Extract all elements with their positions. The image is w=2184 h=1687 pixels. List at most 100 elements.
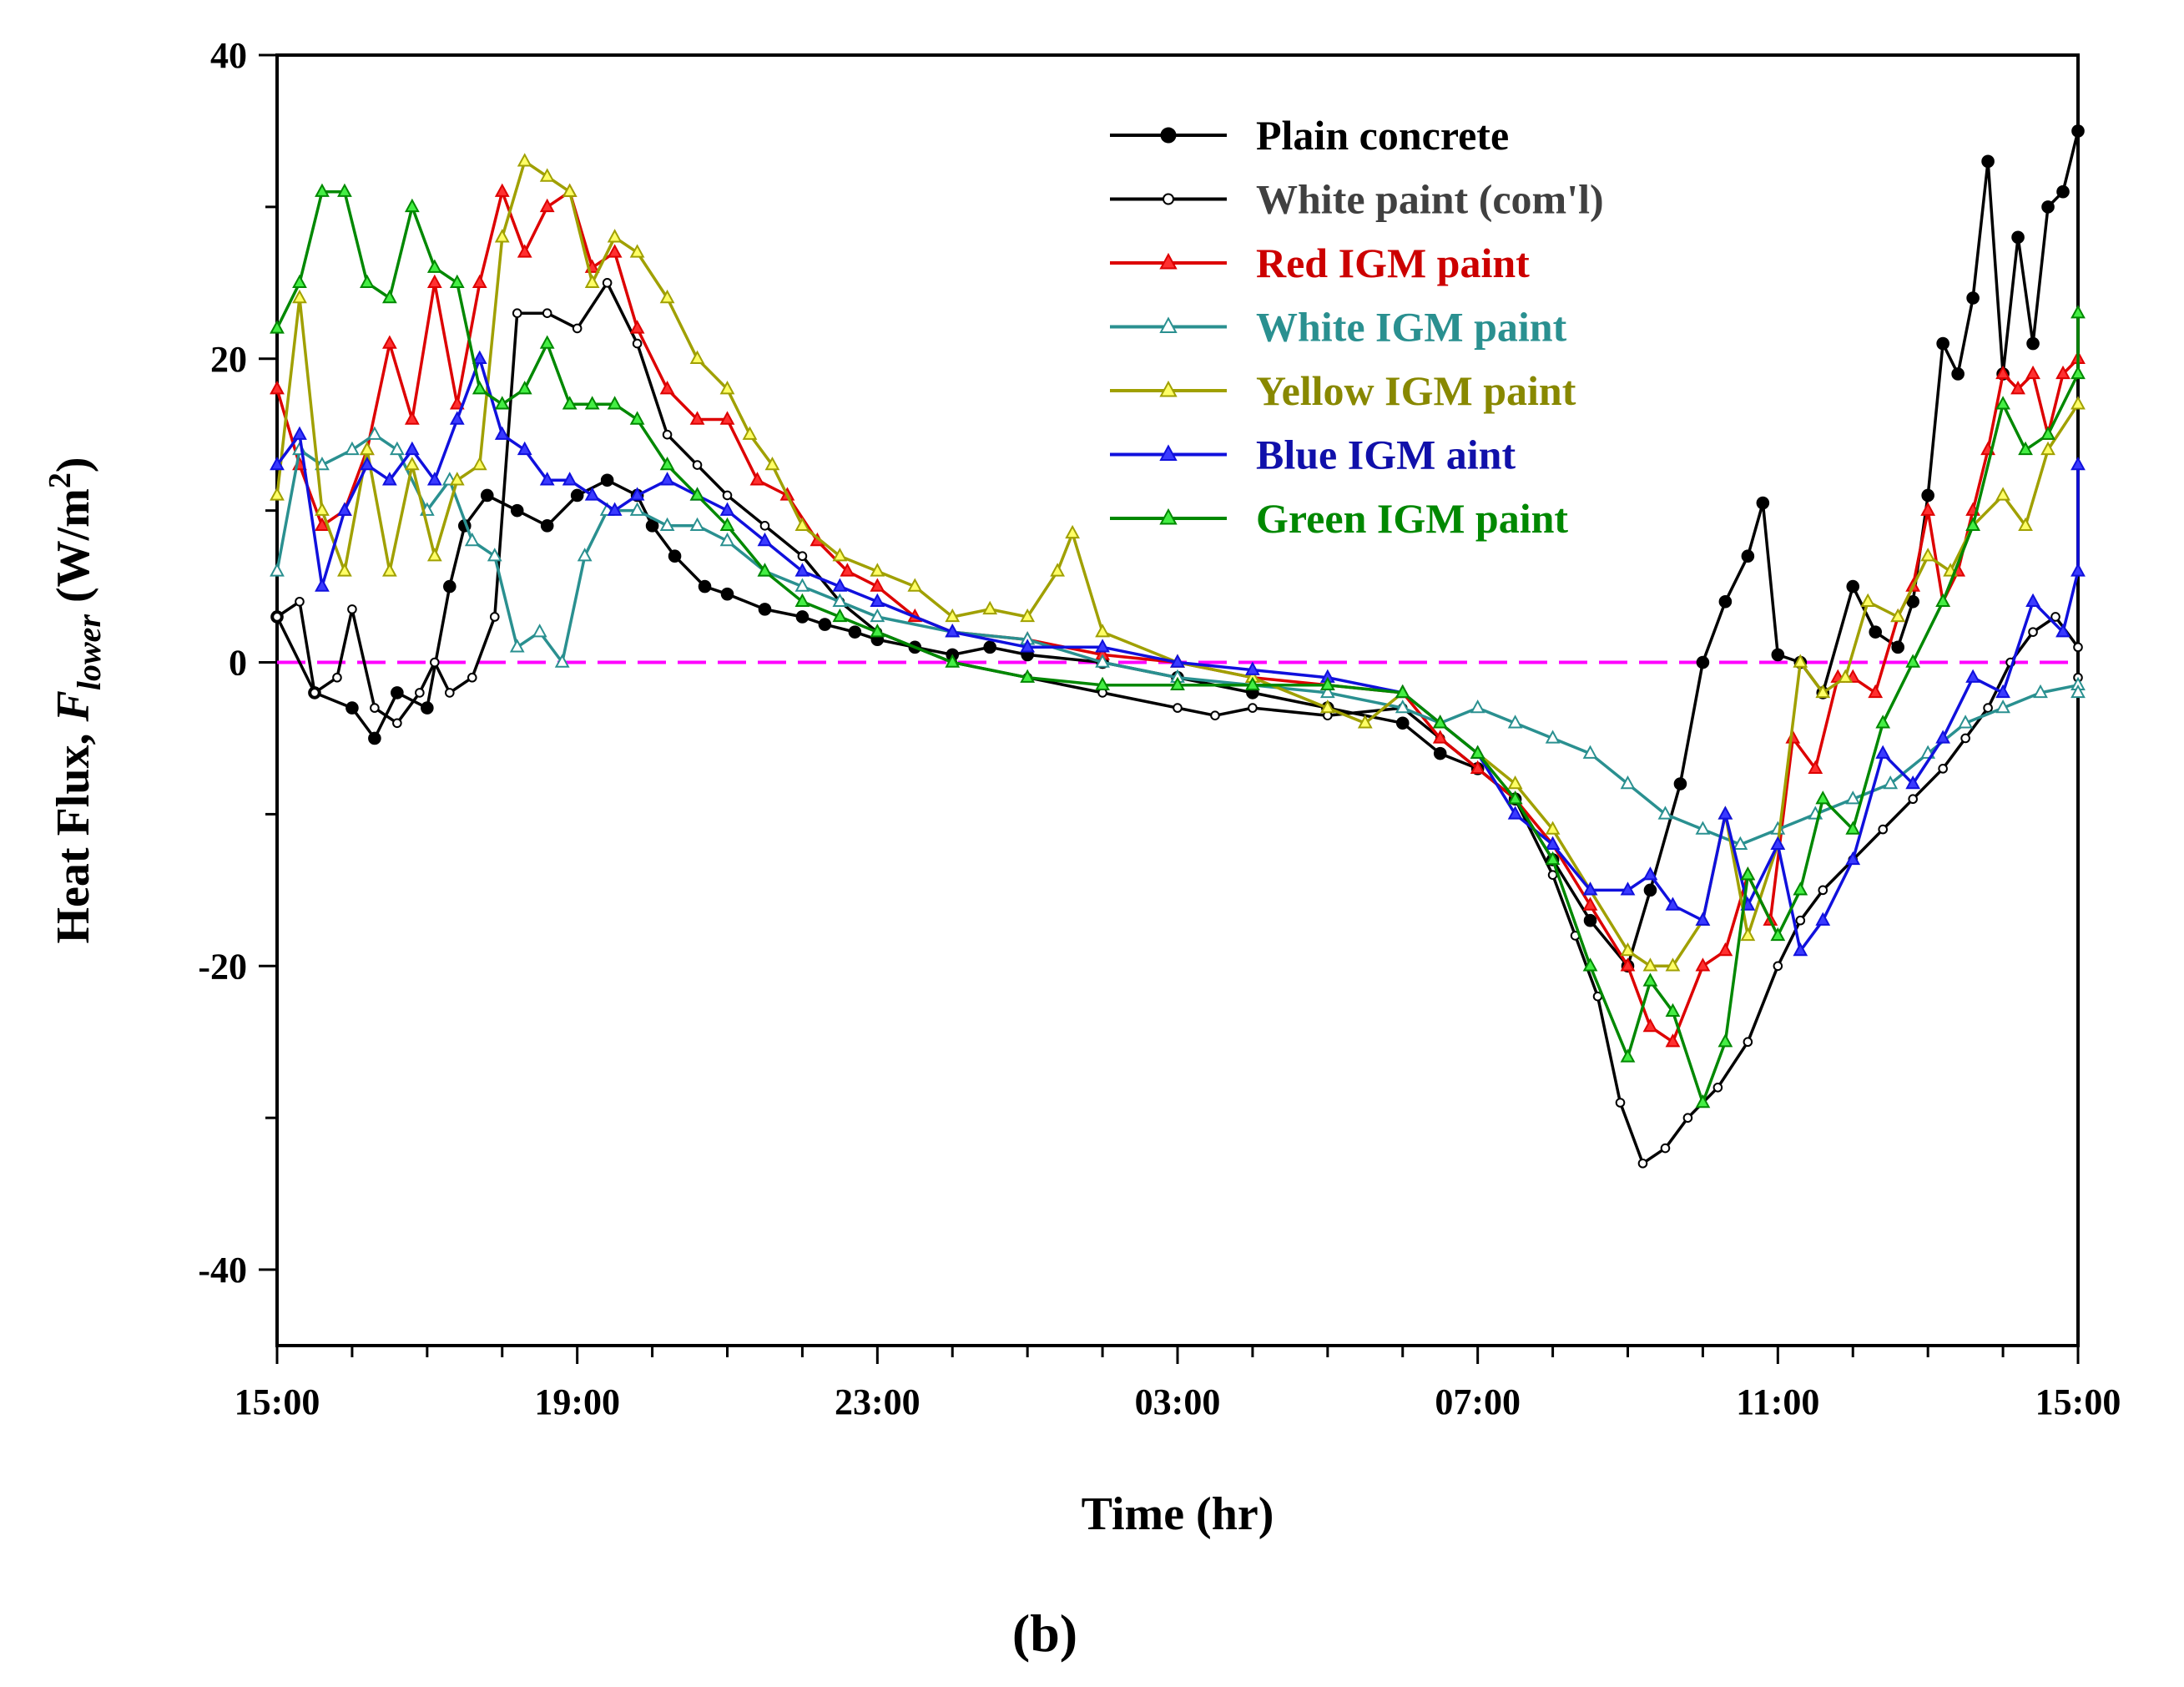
data-point [1935,730,1951,744]
legend-label: Yellow IGM paint [1256,367,1576,414]
data-point [467,672,477,683]
data-point [659,456,675,471]
data-point [509,639,525,653]
data-point [1620,881,1636,896]
plot-frame-group [275,53,2080,1347]
data-point [1319,676,1335,691]
data-point [472,274,487,289]
data-point [602,278,613,288]
data-point [1878,824,1889,835]
data-point [662,429,673,440]
data-point [764,456,780,471]
data-point [1319,700,1335,714]
data-point [1981,154,1995,169]
data-point [381,289,397,304]
data-point [2025,593,2040,607]
legend-label: Red IGM paint [1256,240,1530,286]
data-point [1740,927,1756,942]
data-point [719,517,735,532]
data-point [270,320,285,334]
data-point [758,603,772,616]
data-point [848,625,862,639]
data-point [1712,1083,1723,1093]
data-point [1095,676,1110,691]
data-point [1582,745,1598,759]
data-point [719,381,735,395]
data-point [391,686,404,700]
data-point [426,548,442,562]
y-tick-label: 40 [210,35,247,76]
y-axis-title-symbol: F [48,690,99,722]
x-tick-label: 19:00 [534,1381,620,1422]
data-point [720,587,734,601]
data-point [1620,1048,1636,1063]
data-point [689,487,705,501]
data-point [381,472,397,486]
legend-item: Red IGM paint [1110,240,1530,286]
data-point [1642,1018,1658,1033]
data-point [2026,336,2040,351]
data-point [794,593,810,607]
data-point [1875,715,1891,729]
data-point [389,441,405,456]
data-point [1770,836,1786,850]
x-tick-label: 15:00 [235,1381,320,1422]
data-point [870,578,885,592]
data-point [1868,684,1884,699]
data-point [1620,775,1636,790]
data-point [719,502,735,516]
data-point [360,274,375,289]
data-point [449,411,465,425]
data-point [562,396,578,410]
data-point [315,517,330,532]
data-point [1983,703,1993,713]
data-point [1665,1033,1681,1048]
data-point [818,618,832,631]
data-point [2025,365,2040,380]
data-point [698,579,712,593]
data-point [2018,517,2033,532]
data-point [607,229,623,243]
data-point [517,381,532,395]
data-point [539,472,555,486]
data-point [632,338,643,349]
data-point [2010,381,2025,395]
data-point [1795,915,1806,926]
data-point [1319,684,1335,699]
data-point [1170,676,1185,691]
data-point [645,519,659,533]
data-point [1020,669,1036,683]
data-point [337,183,352,197]
data-point [607,502,623,516]
data-point [562,472,578,486]
data-point [512,308,522,319]
data-point [1432,715,1448,729]
data-point [945,608,961,623]
legend-item: Blue IGM aint [1110,432,1516,478]
data-point [1846,579,1860,593]
data-point [1395,684,1410,699]
data-point [2071,684,2086,699]
data-point [1545,836,1561,850]
series-line [275,189,2080,1043]
data-point [337,563,352,577]
data-point [1095,654,1110,668]
data-point [315,502,330,516]
plot-frame [275,53,2080,1347]
data-point [426,259,442,273]
data-point [1815,790,1831,805]
data-point [840,563,855,577]
data-point [2071,305,2086,319]
y-axis-ticks: 40 20 0 -20 -40 [198,35,277,1291]
data-point [1545,821,1561,835]
data-point [449,472,465,486]
x-tick-label: 11:00 [1736,1381,1819,1422]
data-point [1995,684,2010,699]
data-point [1860,593,1876,607]
data-point [494,183,510,197]
data-point [1883,775,1899,790]
data-point [404,411,420,425]
data-point [794,578,810,592]
data-point [1695,1094,1711,1109]
